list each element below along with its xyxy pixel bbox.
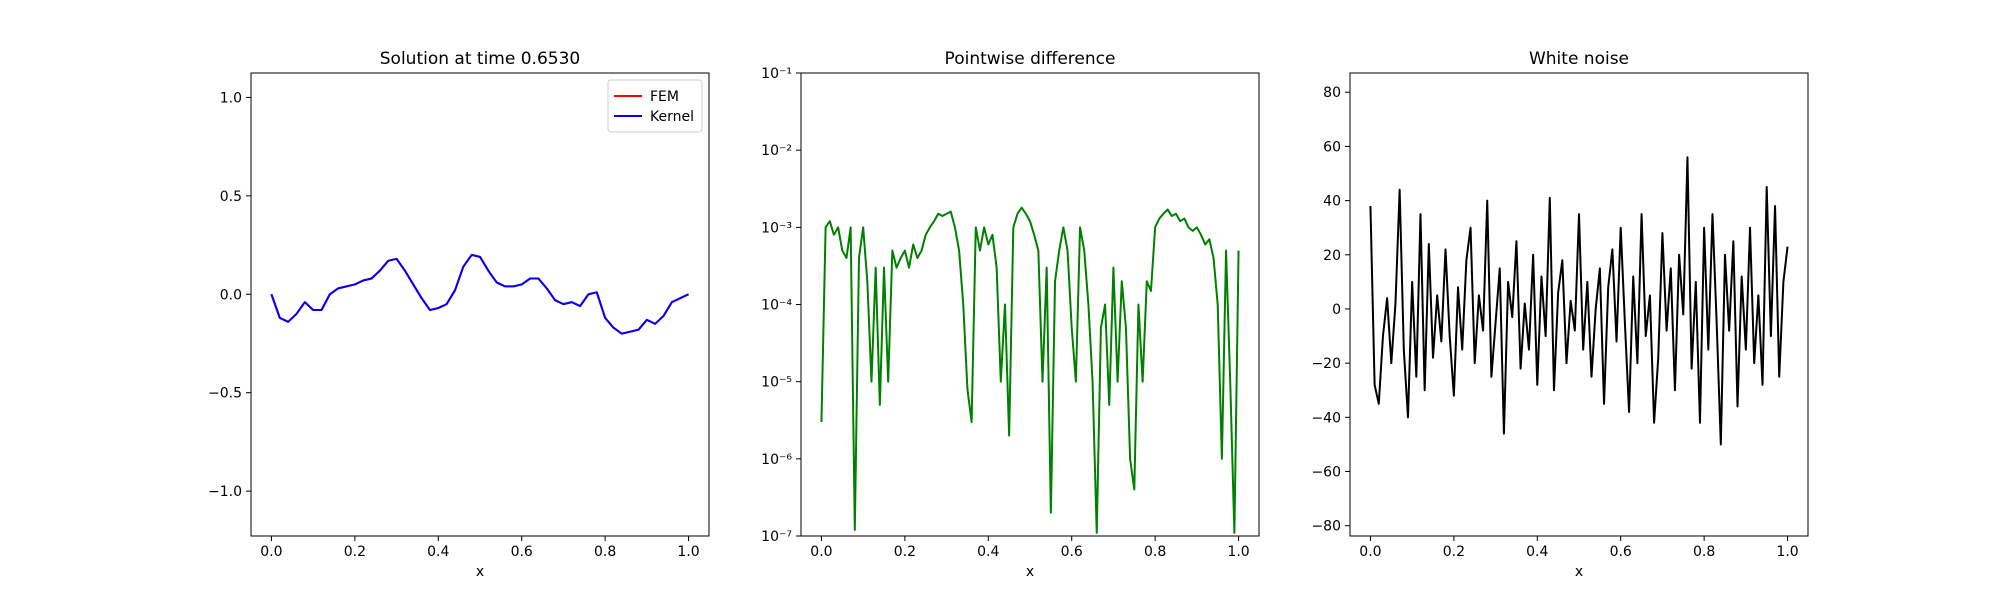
x-axis-label: x <box>476 564 484 580</box>
y-tick-label: 40 <box>1323 194 1341 210</box>
x-tick-label: 0.4 <box>427 544 449 560</box>
x-tick-label: 0.2 <box>1443 544 1465 560</box>
subplot: 0.0 0.2 0.4 0.6 0.8 1.0 10⁻⁷ 10⁻⁶ 10⁻⁵ 10⁻⁴ 10⁻³ 10… <box>761 49 1260 580</box>
y-tick-label: −80 <box>1311 519 1341 535</box>
x-axis-label: x <box>1575 564 1583 580</box>
y-tick-label: 0 <box>1332 302 1341 318</box>
x-tick-label: 0.4 <box>977 544 999 560</box>
subplot: 0.0 0.2 0.4 0.6 0.8 1.0 −80 −60 −40 −20 0 20 40 60 80 W… <box>1311 49 1809 580</box>
subplot: 0.0 0.2 0.4 0.6 0.8 1.0 −1.0 −0.5 0.0 0.5 1.0 Solut… <box>208 49 710 580</box>
data-line <box>820 206 1240 534</box>
legend: FEM Kernel <box>607 79 703 133</box>
y-tick-label: −20 <box>1311 356 1341 372</box>
y-tick-label: 0.5 <box>220 189 242 205</box>
x-tick-label: 0.8 <box>1693 544 1715 560</box>
x-tick-label: 0.2 <box>344 544 366 560</box>
y-tick-label: 80 <box>1323 85 1341 101</box>
y-tick-label: 10⁻¹ <box>761 66 792 82</box>
x-tick-label: 1.0 <box>1776 544 1798 560</box>
x-tick-label: 0.0 <box>810 544 832 560</box>
y-tick-label: 10⁻⁵ <box>761 375 792 391</box>
chart-title: Solution at time 0.6530 <box>380 49 580 69</box>
x-tick-label: 0.8 <box>594 544 616 560</box>
y-tick-label: 60 <box>1323 139 1341 155</box>
data-line <box>1369 156 1789 446</box>
x-tick-label: 0.8 <box>1144 544 1166 560</box>
chart-title: White noise <box>1529 49 1629 69</box>
y-tick-label: −40 <box>1311 410 1341 426</box>
x-axis-label: x <box>1026 564 1034 580</box>
y-tick-label: 0.0 <box>220 287 242 303</box>
x-tick-label: 0.6 <box>1610 544 1632 560</box>
y-tick-label: −0.5 <box>208 386 242 402</box>
y-tick-label: 10⁻⁶ <box>761 452 792 468</box>
y-tick-label: 10⁻⁷ <box>761 529 792 545</box>
y-tick-label: 10⁻³ <box>761 220 792 236</box>
legend-frame <box>607 79 703 133</box>
x-tick-label: 0.6 <box>1061 544 1083 560</box>
axes-frame <box>1349 72 1809 537</box>
x-tick-label: 1.0 <box>1227 544 1249 560</box>
x-tick-label: 0.0 <box>1359 544 1381 560</box>
x-tick-label: 0.0 <box>260 544 282 560</box>
axes-frame <box>800 72 1260 537</box>
legend-label: FEM <box>650 89 679 105</box>
chart-title: Pointwise difference <box>945 49 1116 69</box>
x-tick-label: 0.2 <box>894 544 916 560</box>
data-line <box>270 253 689 335</box>
y-tick-label: 20 <box>1323 248 1341 264</box>
x-tick-label: 0.4 <box>1526 544 1548 560</box>
y-tick-label: 10⁻⁴ <box>761 298 792 314</box>
axes-frame <box>250 72 710 537</box>
legend-label: Kernel <box>650 109 694 125</box>
y-tick-label: 1.0 <box>220 90 242 106</box>
x-tick-label: 0.6 <box>511 544 533 560</box>
y-tick-label: −60 <box>1311 465 1341 481</box>
data-line <box>270 253 689 335</box>
y-tick-label: −1.0 <box>208 484 242 500</box>
x-tick-label: 1.0 <box>677 544 699 560</box>
y-tick-label: 10⁻² <box>761 143 792 159</box>
